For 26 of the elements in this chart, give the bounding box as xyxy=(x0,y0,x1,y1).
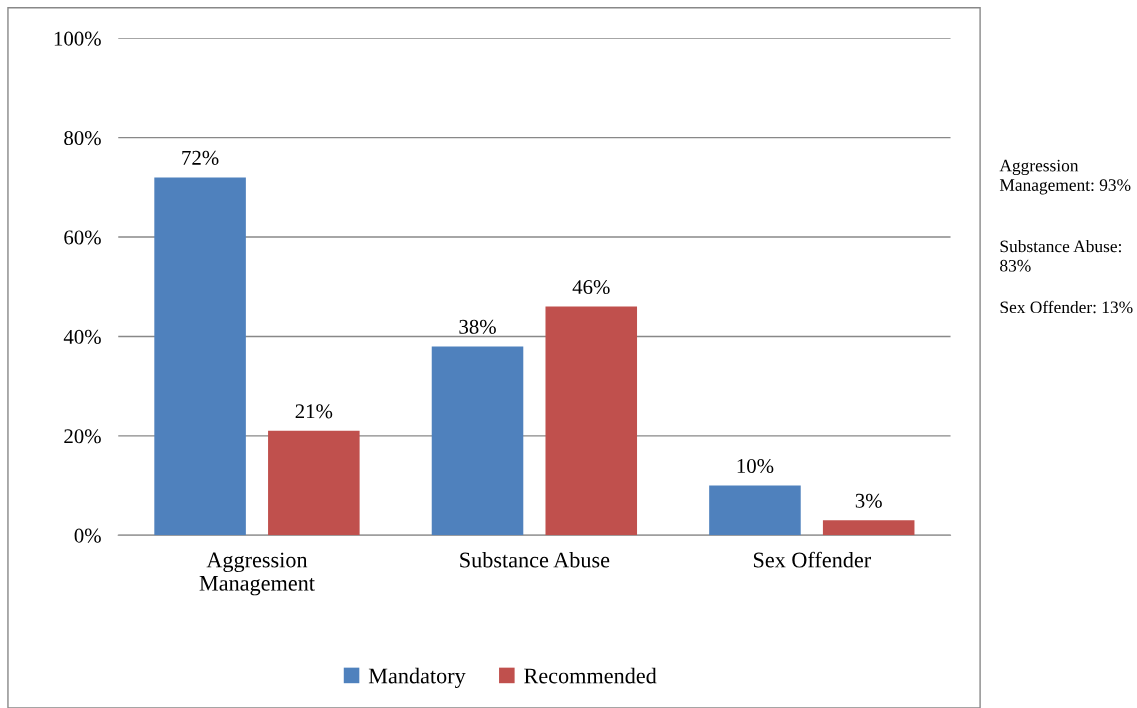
bar xyxy=(709,485,801,536)
x-tick-label: Sex Offender xyxy=(753,551,871,568)
bar xyxy=(154,177,246,536)
y-tick-label: 40% xyxy=(63,329,101,344)
data-label: 72% xyxy=(182,150,219,165)
data-label: 21% xyxy=(295,404,333,419)
y-tick-label: 80% xyxy=(64,131,101,146)
y-tick-label: 60% xyxy=(64,230,101,245)
text: Substance Abuse: 83% xyxy=(1000,240,1121,272)
legend-label: Recommended xyxy=(524,667,657,684)
data-label: 10% xyxy=(737,458,774,474)
y-tick-label: 100% xyxy=(54,31,101,46)
text: Aggression Management: 93% xyxy=(999,159,1131,195)
text: Sex Offender: 13% xyxy=(1000,300,1133,314)
y-tick-label: 0% xyxy=(74,528,101,543)
y-tick-label: 20% xyxy=(64,429,101,444)
data-label: 3% xyxy=(855,493,882,508)
x-tick-label: Substance Abuse xyxy=(460,551,610,568)
data-label: 46% xyxy=(572,280,610,295)
bar xyxy=(268,430,360,536)
bar xyxy=(431,346,524,536)
bar xyxy=(822,520,915,536)
legend-label: Mandatory xyxy=(368,667,466,688)
bar xyxy=(545,306,638,536)
x-tick-label: Aggression Management xyxy=(199,552,315,596)
data-label: 38% xyxy=(459,319,496,334)
